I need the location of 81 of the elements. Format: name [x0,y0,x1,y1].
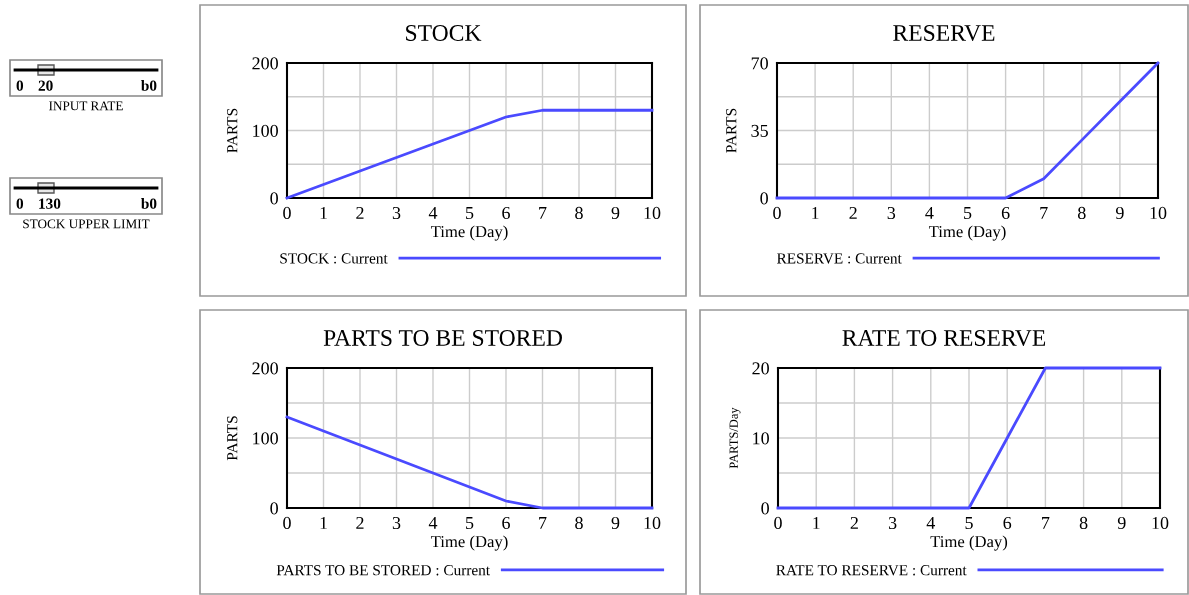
x-tick-label: 7 [539,517,547,529]
x-axis-title: Time (Day) [430,535,508,551]
y-tick-label: 10 [753,432,769,445]
x-tick-label: 10 [644,206,661,220]
x-tick-label: 10 [1152,516,1169,530]
text: 0 [16,198,24,209]
x-tick-label: 9 [1115,206,1124,220]
x-axis-title: Time (Day) [928,225,1006,241]
y-axis-title: PARTS/Day [729,407,741,469]
y-axis-title: PARTS [227,416,238,461]
text: 0 [16,80,24,91]
x-axis-title: Time (Day) [930,535,1008,551]
x-tick-label: 0 [774,516,782,530]
x-tick-label: 10 [644,516,661,530]
y-tick-label: 0 [761,502,769,515]
x-tick-label: 6 [1003,516,1012,530]
x-tick-label: 6 [1001,206,1010,220]
x-tick-label: 1 [320,206,327,219]
y-axis-title: PARTS [227,108,238,153]
chart-title: STOCK [406,25,482,41]
chart-title: RESERVE [893,25,995,42]
y-tick-label: 0 [270,502,278,515]
x-tick-label: 0 [283,516,291,530]
y-tick-label: 70 [751,57,768,70]
chart-title: PARTS TO BE STORED [323,330,562,346]
text: 20 [38,80,53,91]
text: INPUT RATE [49,101,123,111]
x-tick-label: 4 [428,206,438,219]
x-tick-label: 7 [539,207,547,219]
x-tick-label: 2 [356,516,364,529]
x-tick-label: 5 [965,517,973,530]
x-tick-label: 4 [925,206,934,219]
x-tick-label: 5 [466,207,474,220]
chart-title: RATE TO RESERVE [842,330,1046,347]
x-tick-label: 0 [283,206,291,220]
y-tick-label: 0 [270,192,278,205]
x-tick-label: 7 [1040,207,1048,219]
y-tick-label: 35 [751,124,768,137]
x-tick-label: 6 [502,516,510,530]
x-tick-label: 9 [611,206,620,220]
x-tick-label: 2 [850,516,858,529]
x-tick-label: 8 [575,516,583,530]
text: STOCK : Current [280,253,388,264]
x-tick-label: 5 [466,517,474,530]
x-tick-label: 5 [964,207,972,220]
x-tick-label: 3 [392,516,401,530]
x-tick-label: 2 [356,206,364,219]
x-tick-label: 9 [1117,516,1126,530]
x-tick-label: 10 [1150,206,1167,220]
x-tick-label: 8 [575,206,583,220]
x-axis-title: Time (Day) [430,225,508,241]
text: 130 [39,198,61,209]
x-tick-label: 4 [926,516,936,529]
x-tick-label: 9 [611,516,620,530]
text: b0 [141,80,157,91]
x-tick-label: 2 [849,206,857,219]
text: PARTS TO BE STORED : Current [276,565,490,576]
line-series [775,61,1160,200]
text: RATE TO RESERVE : Current [776,565,967,576]
x-tick-label: 0 [773,206,781,220]
x-tick-label: 8 [1079,516,1088,530]
y-tick-label: 20 [752,362,769,375]
y-tick-label: 100 [253,124,278,137]
x-tick-label: 4 [428,516,438,529]
text: b0 [141,198,157,209]
y-axis-title: PARTS [726,108,737,153]
y-tick-label: 100 [253,432,278,445]
y-tick-label: 200 [252,362,278,375]
x-tick-label: 3 [888,516,897,530]
x-tick-label: 3 [887,206,896,220]
x-tick-label: 6 [502,206,510,220]
x-tick-label: 8 [1077,206,1086,220]
x-tick-label: 3 [392,206,401,220]
y-tick-label: 0 [760,192,768,205]
x-tick-label: 1 [813,516,820,529]
x-tick-label: 1 [320,516,327,529]
x-tick-label: 1 [812,206,819,219]
y-tick-label: 200 [252,57,278,70]
x-tick-label: 7 [1042,517,1050,529]
text: RESERVE : Current [776,253,902,264]
text: STOCK UPPER LIMIT [23,219,150,229]
